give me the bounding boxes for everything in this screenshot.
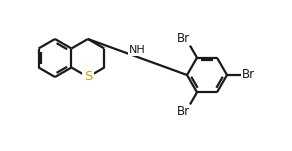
Text: S: S	[84, 71, 92, 84]
Text: Br: Br	[242, 69, 255, 82]
Text: Br: Br	[176, 32, 190, 45]
Text: Br: Br	[176, 105, 190, 118]
Text: NH: NH	[129, 45, 146, 55]
